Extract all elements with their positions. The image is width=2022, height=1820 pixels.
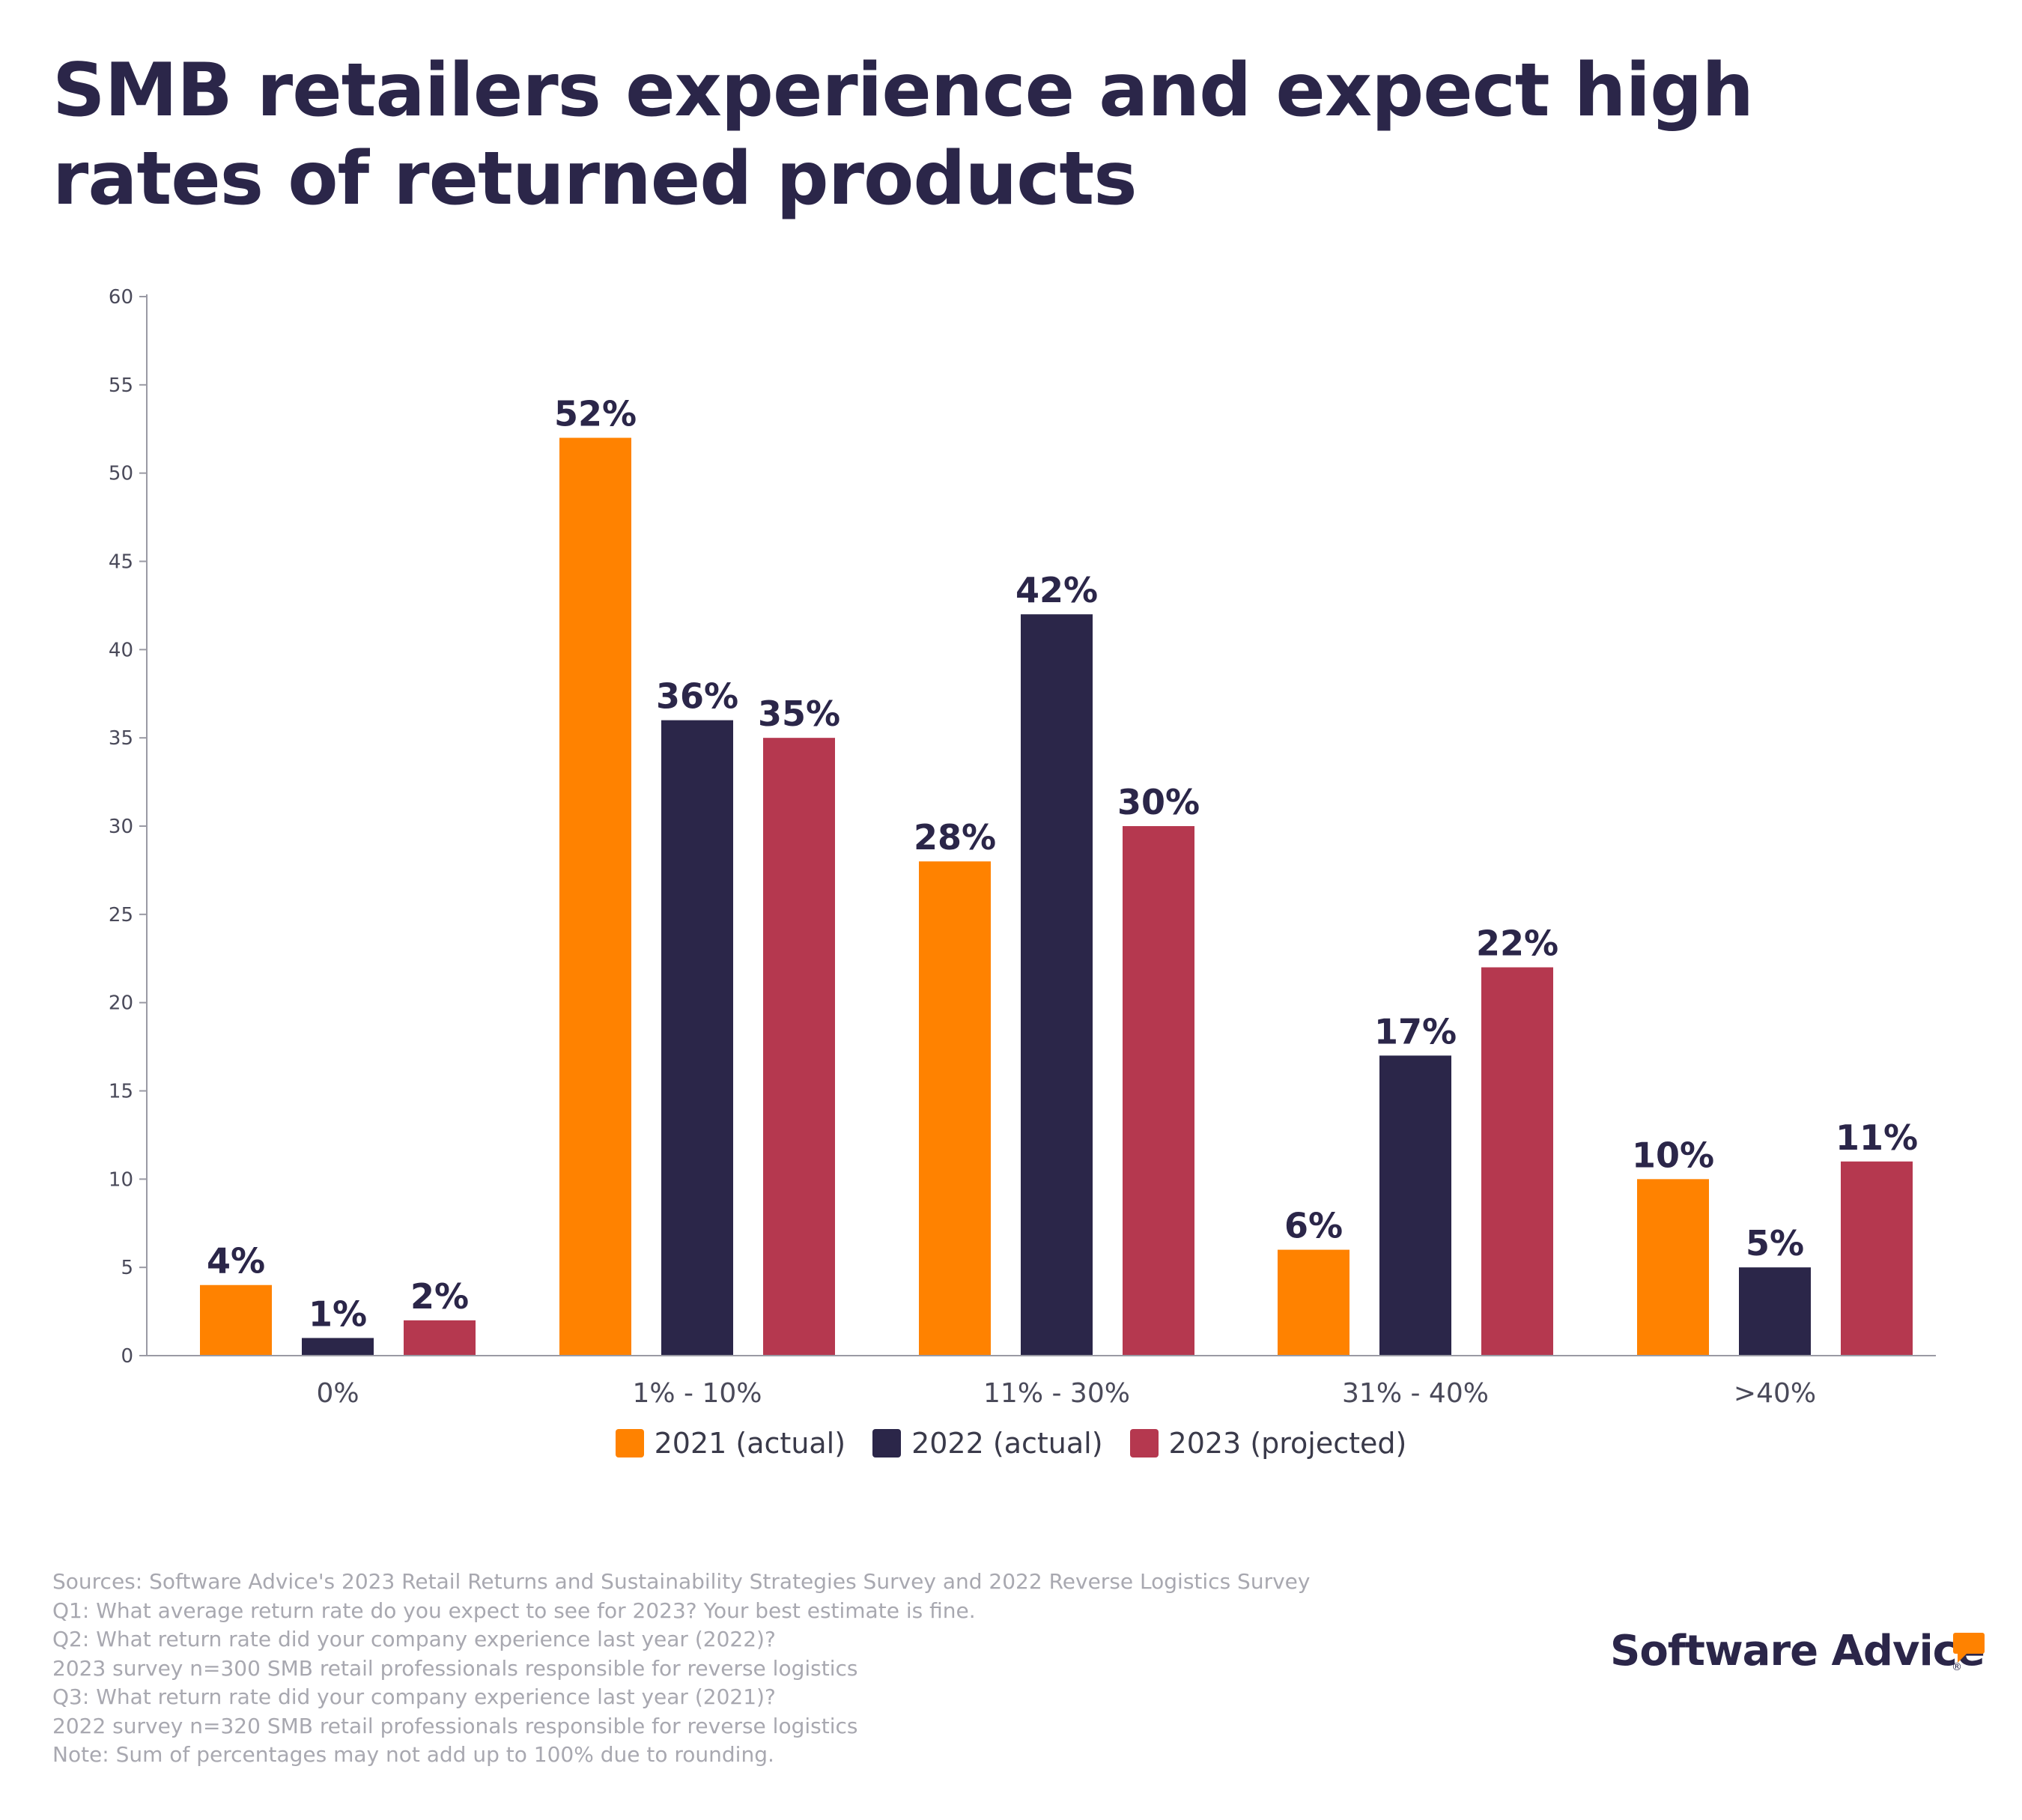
data-label: 11% [1836,1117,1918,1158]
bars [200,437,1913,1356]
legend-label-2022: 2022 (actual) [911,1427,1103,1460]
bar [1739,1267,1811,1356]
bar-chart: 0 5 10 15 20 25 30 35 40 45 50 55 60 4% 52% 28% 6% 10% 1%… [109,286,1936,1409]
legend-label-2023: 2023 (projected) [1168,1427,1407,1460]
sources-line: Q1: What average return rate do you expe… [52,1598,976,1623]
legend-item-2021: 2021 (actual) [615,1427,846,1460]
data-label: 1% [309,1293,367,1334]
y-tick-label: 5 [121,1257,133,1279]
sources-line: 2022 survey n=320 SMB retail professiona… [52,1713,858,1738]
y-tick-label: 0 [121,1345,133,1368]
y-tick-label: 15 [109,1081,133,1103]
data-label: 30% [1117,782,1200,822]
data-label: 35% [758,694,840,734]
bar [919,861,991,1356]
y-axis-ticks: 0 5 10 15 20 25 30 35 40 45 50 55 60 [109,286,147,1368]
data-label: 5% [1746,1223,1804,1264]
y-tick-label: 35 [109,727,133,750]
legend-item-2022: 2022 (actual) [872,1427,1103,1460]
data-label: 42% [1015,570,1098,610]
y-tick-label: 20 [109,992,133,1015]
x-category-label: 31% - 40% [1342,1378,1489,1409]
sources-line: Note: Sum of percentages may not add up … [52,1742,774,1767]
x-category-label: >40% [1734,1378,1816,1409]
legend-swatch-2023 [1129,1429,1159,1457]
y-tick-label: 50 [109,463,133,485]
bar [1637,1179,1709,1356]
bar [200,1284,272,1356]
y-tick-label: 40 [109,639,133,661]
data-label: 28% [914,817,996,858]
data-label: 10% [1632,1135,1714,1175]
bar [302,1338,374,1356]
data-label: 36% [656,676,738,717]
y-tick-label: 45 [109,551,133,574]
y-tick-label: 30 [109,816,133,838]
bar [1123,826,1194,1356]
x-category-label: 11% - 30% [983,1378,1130,1409]
data-labels: 4% 52% 28% 6% 10% 1% 36% 42% 17% 5% 2% 35% 30% 22% 11% [207,394,1918,1335]
bar [1841,1161,1913,1356]
sources-line: Q3: What return rate did your company ex… [52,1684,776,1709]
legend-label-2021: 2021 (actual) [654,1427,846,1460]
legend: 2021 (actual) 2022 (actual) 2023 (projec… [0,1427,2022,1460]
legend-swatch-2021 [615,1429,644,1457]
sources-line: 2023 survey n=300 SMB retail professiona… [52,1655,858,1681]
bar [1481,967,1553,1356]
data-label: 2% [410,1276,469,1317]
y-tick-label: 10 [109,1168,133,1191]
data-label: 22% [1476,923,1558,964]
bar [559,437,631,1356]
y-tick-label: 55 [109,374,133,397]
sources-line: Q2: What return rate did your company ex… [52,1627,776,1651]
y-tick-label: 25 [109,904,133,926]
speech-bubble-icon [1953,1633,1985,1663]
data-label: 6% [1284,1206,1343,1246]
registered-mark: ® [1952,1661,1962,1673]
sources-line: Sources: Software Advice's 2023 Retail R… [52,1569,1311,1594]
x-axis-categories: 0% 1% - 10% 11% - 30% 31% - 40% >40% [316,1378,1816,1409]
bar [404,1320,476,1356]
x-category-label: 1% - 10% [632,1378,762,1409]
data-label: 4% [207,1241,265,1281]
bar [1021,614,1093,1356]
bar [661,720,733,1356]
legend-item-2023: 2023 (projected) [1129,1427,1407,1460]
bar [1379,1055,1451,1356]
bar [1278,1249,1349,1356]
bar [763,738,835,1356]
legend-swatch-2022 [872,1429,902,1457]
chart-title: SMB retailers experience and expect high… [52,48,1754,222]
x-category-label: 0% [316,1378,359,1409]
data-label: 17% [1374,1011,1457,1052]
y-tick-label: 60 [109,286,133,309]
data-label: 52% [554,394,637,434]
brand-logo-text: Software Advice [1610,1627,1985,1675]
sources-note: Sources: Software Advice's 2023 Retail R… [52,1568,1310,1770]
